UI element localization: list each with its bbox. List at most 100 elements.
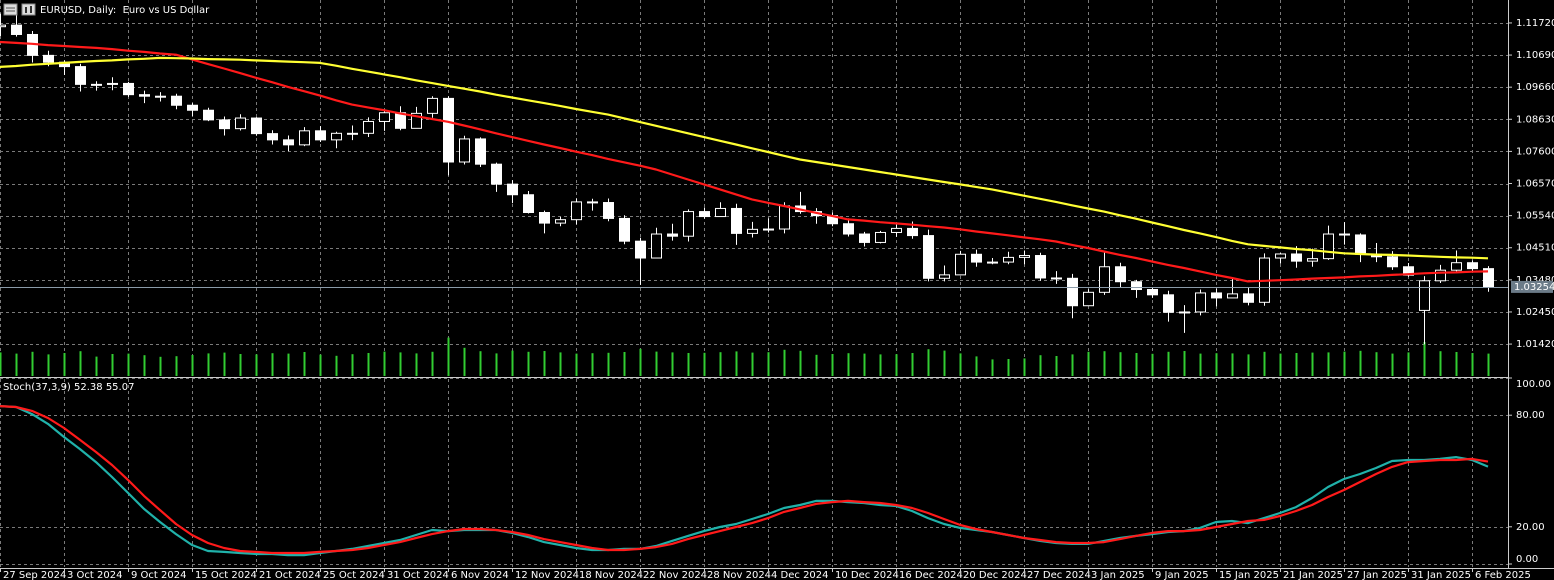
candle-body: [123, 82, 134, 96]
x-tick-label: 10 Dec 2024: [835, 570, 899, 580]
y-tick-label: 1.01420: [1516, 339, 1554, 350]
icon: [3, 3, 18, 16]
candle-body: [11, 24, 22, 35]
candle-body: [443, 97, 454, 163]
x-tick-label: 15 Jan 2025: [1219, 570, 1279, 580]
x-tick-label: 3 Jan 2025: [1091, 570, 1145, 580]
candle-body: [1083, 291, 1094, 307]
candle-body: [219, 119, 230, 130]
candle-body: [763, 228, 774, 231]
x-tick-label: 25 Oct 2024: [323, 570, 385, 580]
x-tick-label: 21 Jan 2025: [1283, 570, 1343, 580]
y-tick-label: 0.00: [1516, 554, 1538, 565]
candle-body: [491, 163, 502, 185]
candle-body: [523, 194, 534, 214]
x-tick-label: 18 Nov 2024: [579, 570, 643, 580]
y-tick-label: 1.11720: [1516, 18, 1554, 29]
candle-body: [1323, 233, 1334, 260]
candle-body: [603, 202, 614, 219]
x-tick-label: 27 Dec 2024: [1027, 570, 1091, 580]
candle-body: [715, 207, 726, 218]
candle-body: [1067, 277, 1078, 307]
candle-body: [331, 132, 342, 141]
candle-body: [1355, 234, 1366, 255]
icon: [21, 3, 36, 16]
candle-body: [1419, 280, 1430, 311]
candle-body: [1467, 262, 1478, 270]
x-tick-label: 12 Nov 2024: [515, 570, 579, 580]
y-tick-label: 1.03480: [1516, 275, 1554, 286]
y-tick-label: 1.05540: [1516, 211, 1554, 222]
icon: [25, 7, 27, 13]
candle-body: [1099, 266, 1110, 293]
candle-body: [1147, 289, 1158, 296]
candle-body: [235, 117, 246, 130]
candle-body: [299, 130, 310, 146]
candle-body: [683, 211, 694, 237]
y-tick-label: 80.00: [1516, 410, 1545, 421]
candle-body: [155, 95, 166, 98]
candle-body: [1211, 292, 1222, 299]
candle-body: [267, 133, 278, 141]
candle-body: [507, 183, 518, 196]
x-tick-label: 31 Jan 2025: [1411, 570, 1471, 580]
y-tick-label: 1.08630: [1516, 114, 1554, 125]
x-tick-label: 22 Nov 2024: [643, 570, 707, 580]
candle-body: [539, 212, 550, 224]
candle-body: [843, 223, 854, 235]
candle-body: [1163, 294, 1174, 313]
candle-body: [411, 112, 422, 129]
candle-body: [1307, 258, 1318, 262]
candle-body: [619, 217, 630, 242]
x-tick-label: 15 Oct 2024: [195, 570, 257, 580]
candle-body: [907, 227, 918, 237]
candle-body: [251, 117, 262, 135]
candle-body: [955, 253, 966, 276]
candle-body: [571, 201, 582, 221]
candle-body: [987, 261, 998, 264]
x-tick-label: 6 Nov 2024: [451, 570, 509, 580]
y-tick-label: 100.00: [1516, 379, 1551, 390]
line-series: [0, 40, 1489, 283]
y-tick-label: 1.04510: [1516, 243, 1554, 254]
y-tick-label: 1.06570: [1516, 179, 1554, 190]
y-tick-label: 20.00: [1516, 522, 1545, 533]
candle-body: [363, 120, 374, 134]
candle-body: [75, 66, 86, 85]
candle-body: [459, 138, 470, 163]
candle-body: [347, 132, 358, 135]
x-tick-label: 27 Sep 2024: [3, 570, 66, 580]
x-tick-label: 4 Dec 2024: [771, 570, 829, 580]
y-tick-label: 1.10690: [1516, 50, 1554, 61]
candle-body: [379, 112, 390, 122]
candle-body: [1227, 293, 1238, 299]
candle-body: [1051, 277, 1062, 280]
icon: [30, 6, 32, 13]
candle-body: [587, 201, 598, 204]
candle-body: [203, 109, 214, 121]
candle-body: [747, 228, 758, 234]
x-tick-label: 9 Oct 2024: [131, 570, 186, 580]
candle-body: [939, 274, 950, 279]
y-tick-label: 1.02450: [1516, 307, 1554, 318]
candle-body: [139, 94, 150, 97]
line-series: [0, 56, 1489, 260]
candle-body: [0, 24, 6, 28]
candle-body: [1243, 293, 1254, 303]
x-tick-label: 31 Oct 2024: [387, 570, 449, 580]
line-series: [0, 405, 1489, 555]
candle-body: [699, 211, 710, 218]
candle-body: [1387, 256, 1398, 268]
candle-body: [107, 82, 118, 85]
x-tick-label: 27 Jan 2025: [1347, 570, 1407, 580]
candle-body: [923, 235, 934, 279]
candle-body: [1435, 269, 1446, 282]
chart-title: EURUSD, Daily: Euro vs US Dollar: [40, 5, 210, 16]
candle-body: [1131, 281, 1142, 291]
y-tick-label: 1.07600: [1516, 146, 1554, 157]
candle-body: [43, 54, 54, 63]
candle-body: [171, 95, 182, 106]
